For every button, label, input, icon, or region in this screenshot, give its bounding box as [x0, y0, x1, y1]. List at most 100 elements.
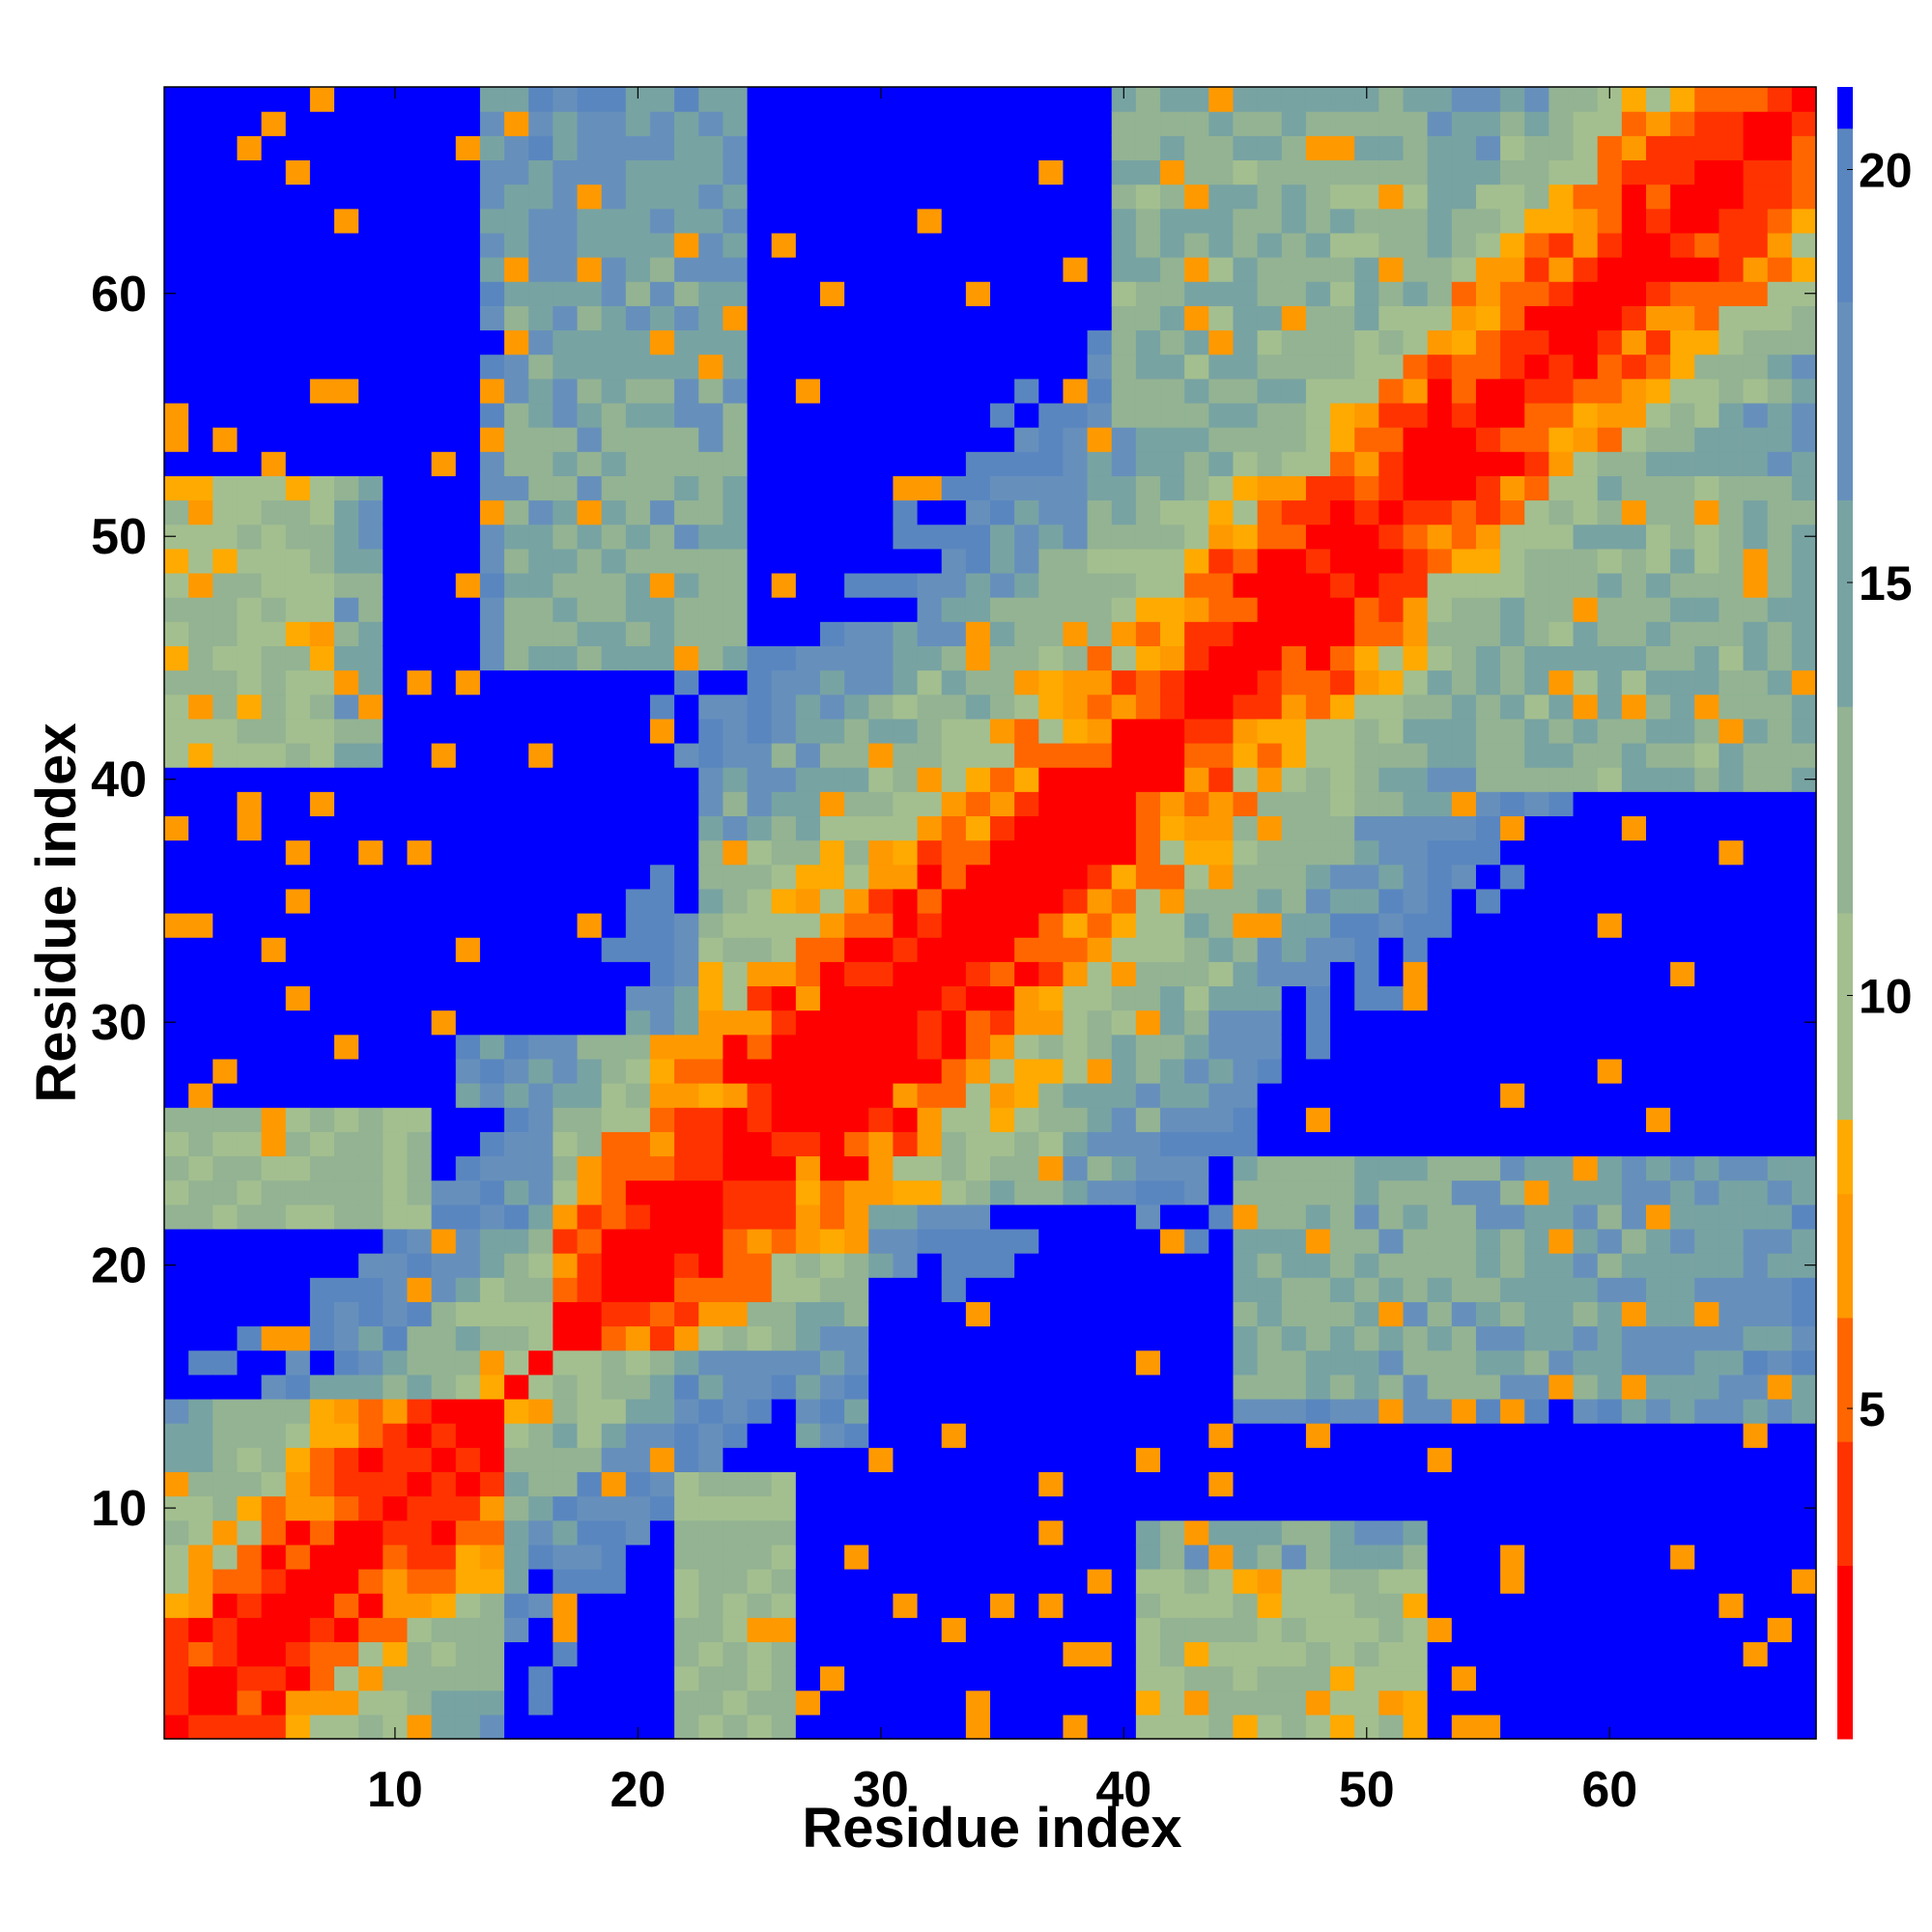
heatmap-cell — [723, 1471, 749, 1497]
heatmap-cell — [1791, 1568, 1817, 1594]
heatmap-cell — [917, 1471, 943, 1497]
heatmap-cell — [1184, 597, 1209, 622]
heatmap-cell — [358, 1544, 384, 1570]
heatmap-cell — [1475, 257, 1501, 282]
heatmap-cell — [771, 791, 797, 817]
heatmap-cell — [504, 694, 529, 720]
heatmap-cell — [893, 257, 919, 282]
heatmap-cell — [164, 87, 189, 112]
heatmap-cell — [577, 232, 603, 258]
heatmap-cell — [1451, 815, 1477, 841]
heatmap-cell — [1597, 1398, 1623, 1424]
heatmap-cell — [164, 694, 189, 720]
heatmap-cell — [1451, 1179, 1477, 1206]
heatmap-cell — [1087, 1690, 1113, 1716]
heatmap-cell — [1743, 937, 1769, 962]
heatmap-cell — [383, 1495, 409, 1521]
heatmap-cell — [1694, 1228, 1720, 1254]
heatmap-cell — [868, 718, 895, 744]
heatmap-cell — [528, 767, 554, 792]
heatmap-cell — [917, 354, 943, 380]
heatmap-cell — [528, 281, 554, 306]
heatmap-cell — [747, 1423, 773, 1448]
heatmap-cell — [1111, 1690, 1137, 1716]
heatmap-cell — [1767, 597, 1793, 622]
heatmap-cell — [1257, 888, 1283, 914]
heatmap-cell — [1573, 1253, 1599, 1278]
heatmap-cell — [1767, 1568, 1793, 1594]
heatmap-cell — [1160, 1277, 1185, 1302]
heatmap-cell — [1281, 985, 1307, 1011]
heatmap-cell — [285, 718, 311, 744]
heatmap-cell — [1160, 184, 1185, 210]
heatmap-cell — [1524, 159, 1549, 185]
heatmap-cell — [1063, 1083, 1089, 1108]
heatmap-cell — [1233, 451, 1259, 476]
heatmap-cell — [1354, 864, 1379, 890]
heatmap-cell — [407, 499, 433, 526]
heatmap-cell — [747, 767, 773, 792]
heatmap-cell — [1743, 1398, 1769, 1424]
heatmap-cell — [1038, 257, 1065, 282]
heatmap-cell — [1063, 1714, 1089, 1740]
heatmap-cell — [1791, 1398, 1817, 1424]
heatmap-cell — [601, 1228, 627, 1254]
heatmap-cell — [1548, 87, 1575, 112]
heatmap-cell — [893, 1350, 919, 1376]
heatmap-cell — [358, 1107, 384, 1132]
heatmap-cell — [1087, 1228, 1113, 1254]
heatmap-cell — [383, 1277, 409, 1302]
heatmap-cell — [164, 937, 189, 962]
heatmap-cell — [1281, 1495, 1307, 1521]
heatmap-cell — [577, 451, 603, 476]
heatmap-cell — [407, 1228, 433, 1254]
heatmap-cell — [528, 475, 554, 501]
heatmap-cell — [577, 815, 603, 841]
heatmap-cell — [164, 1058, 189, 1084]
heatmap-cell — [213, 184, 239, 210]
heatmap-cell — [1427, 1520, 1453, 1546]
heatmap-cell — [917, 1690, 943, 1716]
heatmap-cell — [1645, 815, 1671, 841]
heatmap-cell — [1378, 839, 1405, 866]
heatmap-cell — [1111, 937, 1137, 962]
heatmap-cell — [334, 694, 359, 720]
heatmap-cell — [1330, 1325, 1355, 1351]
heatmap-cell — [553, 597, 579, 622]
heatmap-cell — [1427, 961, 1453, 987]
colorbar-segment — [1837, 1441, 1853, 1566]
heatmap-cell — [1791, 184, 1817, 210]
heatmap-cell — [164, 1204, 189, 1230]
heatmap-cell — [188, 402, 213, 428]
heatmap-cell — [479, 1228, 505, 1254]
heatmap-cell — [1427, 597, 1453, 622]
heatmap-cell — [479, 572, 505, 598]
heatmap-cell — [334, 572, 359, 598]
heatmap-cell — [1427, 524, 1453, 550]
heatmap-cell — [1548, 451, 1575, 476]
heatmap-cell — [1257, 742, 1283, 768]
heatmap-cell — [649, 1593, 675, 1618]
heatmap-cell — [1087, 767, 1113, 792]
heatmap-cell — [1378, 767, 1405, 792]
heatmap-cell — [601, 257, 627, 282]
heatmap-cell — [577, 1544, 603, 1570]
heatmap-cell — [528, 1471, 554, 1497]
heatmap-cell — [455, 1665, 481, 1691]
heatmap-cell — [965, 1665, 991, 1691]
heatmap-cell — [1475, 1690, 1501, 1716]
heatmap-cell — [1791, 1690, 1817, 1716]
heatmap-cell — [577, 1665, 603, 1691]
heatmap-cell — [479, 1593, 505, 1618]
heatmap-cell — [771, 1544, 797, 1570]
heatmap-cell — [1597, 621, 1623, 646]
heatmap-cell — [1451, 499, 1477, 526]
heatmap-cell — [383, 1083, 409, 1108]
heatmap-cell — [1573, 1009, 1599, 1036]
heatmap-cell — [1184, 1204, 1209, 1230]
heatmap-cell — [1087, 669, 1113, 696]
heatmap-cell — [1233, 1009, 1259, 1036]
heatmap-cell — [358, 1083, 384, 1108]
heatmap-cell — [1694, 1204, 1720, 1230]
heatmap-cell — [553, 1714, 579, 1740]
